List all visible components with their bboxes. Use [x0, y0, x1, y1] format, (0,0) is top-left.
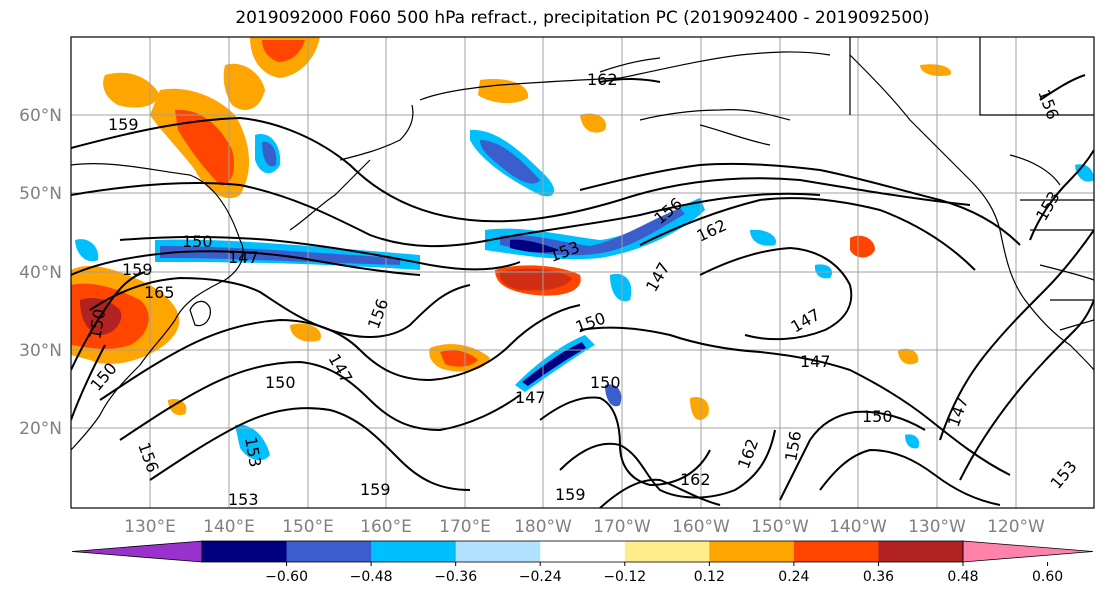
refractivity-contours [71, 74, 1094, 508]
colorbar-tick-label: 0.60 [1032, 569, 1063, 585]
graticule [71, 37, 1094, 508]
colorbar-tick-label: −0.12 [603, 569, 646, 585]
lon-label: 140°E [203, 517, 255, 537]
colorbar-segment [540, 541, 626, 562]
lat-label: 30°N [19, 341, 62, 361]
colorbar-segment [793, 541, 879, 562]
colorbar-tick-label: −0.36 [434, 569, 477, 585]
lat-label: 60°N [19, 106, 62, 126]
colorbar-segment [878, 541, 964, 562]
contour-label: 150 [590, 373, 621, 392]
colorbar-tick-label: −0.24 [519, 569, 562, 585]
colorbar-extend-low [71, 540, 203, 563]
coastlines [71, 37, 1094, 451]
longitude-labels: 130°E 140°E 150°E 160°E 170°E 180°W 170°… [124, 517, 1045, 537]
colorbar-segment [624, 541, 710, 562]
lon-label: 180°W [514, 517, 572, 537]
colorbar-tick-label: −0.60 [265, 569, 308, 585]
contour-label: 147 [515, 388, 546, 407]
contour-label: 159 [122, 260, 153, 279]
contour-label: 147 [228, 248, 259, 267]
lon-label: 140°W [829, 517, 887, 537]
colorbar-frame [201, 540, 964, 563]
lon-label: 130°W [908, 517, 966, 537]
lat-label: 40°N [19, 263, 62, 283]
lon-label: 130°E [124, 517, 176, 537]
lon-label: 150°E [282, 517, 334, 537]
contour-label: 162 [680, 470, 711, 489]
contour-label: 150 [182, 232, 213, 251]
contour-label: 165 [144, 283, 175, 302]
colorbar-segment [455, 541, 541, 562]
colorbar-tick-label: −0.48 [350, 569, 393, 585]
colorbar-segment [371, 541, 457, 562]
latitude-labels: 60°N 50°N 40°N 30°N 20°N [19, 106, 62, 439]
colorbar-tick-label: 0.36 [863, 569, 894, 585]
contour-label: 159 [555, 485, 586, 504]
lon-label: 160°W [672, 517, 730, 537]
contour-label: 159 [108, 115, 139, 134]
precip-fields [71, 37, 1094, 461]
lon-label: 150°W [751, 517, 809, 537]
colorbar-segment [202, 541, 288, 562]
map-border [70, 36, 1095, 509]
colorbar-segment [709, 541, 795, 562]
map-title: 2019092000 F060 500 hPa refract., precip… [235, 8, 930, 28]
contour-label: 162 [587, 70, 618, 89]
lon-label: 170°W [593, 517, 651, 537]
lon-label: 160°E [360, 517, 412, 537]
lat-label: 20°N [19, 419, 62, 439]
contour-label: 150 [265, 373, 296, 392]
colorbar-tick-label: 0.48 [947, 569, 978, 585]
contour-label: 150 [862, 407, 893, 426]
contour-label: 159 [360, 480, 391, 499]
colorbar-extend-high [962, 540, 1094, 563]
contour-label: 153 [228, 490, 259, 509]
lon-label: 120°W [987, 517, 1045, 537]
lat-label: 50°N [19, 184, 62, 204]
lon-label: 170°E [439, 517, 491, 537]
colorbar-tick-label: 0.24 [778, 569, 809, 585]
colorbar-tick-label: 0.12 [694, 569, 725, 585]
colorbar: −0.60 −0.48 −0.36 −0.24 −0.12 0.12 0.24 0.36 0.4… [71, 540, 1094, 585]
colorbar-segment [286, 541, 372, 562]
contour-label: 147 [800, 352, 831, 371]
